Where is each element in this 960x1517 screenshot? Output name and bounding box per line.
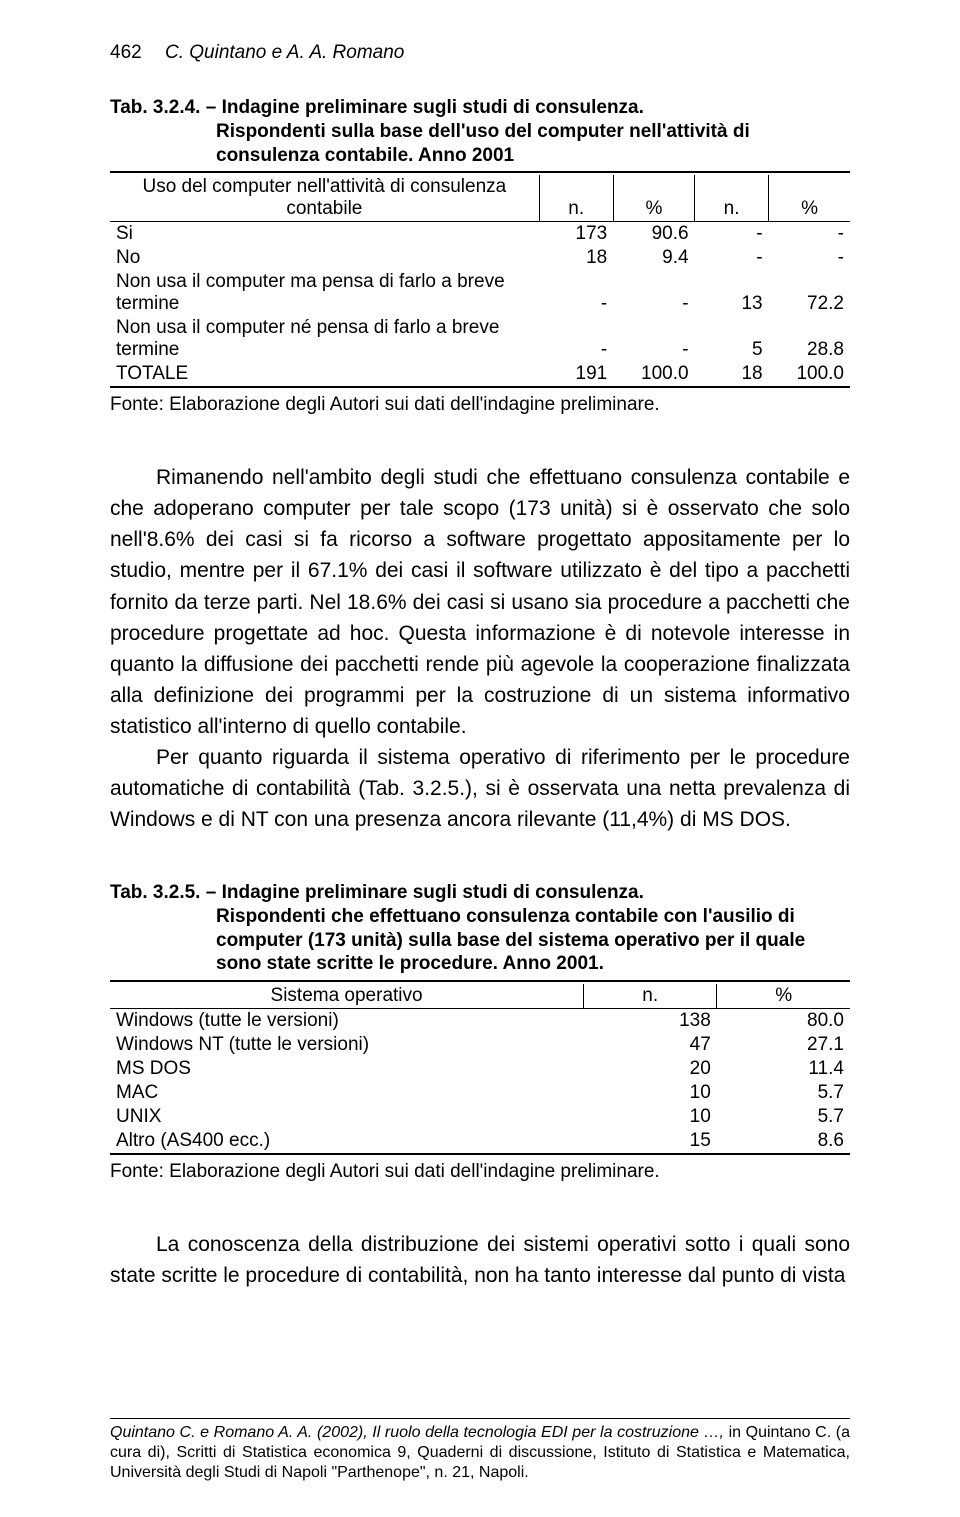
- cell: -: [769, 222, 850, 246]
- cell: 10: [584, 1081, 717, 1105]
- table-row: Non usa il computer ma pensa di farlo a …: [110, 270, 850, 316]
- row-label: Si: [110, 222, 539, 246]
- table1-title: Indagine preliminare sugli studi di cons…: [222, 97, 644, 118]
- table2-title: Indagine preliminare sugli studi di cons…: [222, 882, 644, 903]
- row-label: MS DOS: [110, 1057, 584, 1081]
- row-label: Altro (AS400 ecc.): [110, 1129, 584, 1153]
- table-row: Si17390.6--: [110, 222, 850, 246]
- table-row: MAC105.7: [110, 1081, 850, 1105]
- para-a1: Per quanto riguarda il sistema operativo…: [110, 742, 850, 835]
- table1-col-p2: %: [769, 175, 850, 221]
- cell: 27.1: [717, 1033, 850, 1057]
- cell: -: [695, 222, 769, 246]
- cell: -: [769, 246, 850, 270]
- cell: 18: [695, 362, 769, 386]
- table-row: Altro (AS400 ecc.)158.6: [110, 1129, 850, 1153]
- running-header: 462 C. Quintano e A. A. Romano: [110, 42, 850, 64]
- cell: 10: [584, 1105, 717, 1129]
- cell: 191: [539, 362, 613, 386]
- row-label: TOTALE: [110, 362, 539, 386]
- table1-header-row: Uso del computer nell'attività di consul…: [110, 175, 850, 221]
- footer-cite-a: Quintano C. e Romano A. A. (2002), Il ru…: [110, 1424, 724, 1441]
- table2-col-n: n.: [584, 984, 717, 1008]
- table2-col-p: %: [717, 984, 850, 1008]
- row-label: Windows (tutte le versioni): [110, 1009, 584, 1033]
- table2-header-row: Sistema operativo n. %: [110, 984, 850, 1008]
- table2: Sistema operativo n. % Windows (tutte le…: [110, 984, 850, 1153]
- cell: 13: [695, 270, 769, 316]
- para-a0: Rimanendo nell'ambito degli studi che ef…: [110, 462, 850, 742]
- row-label: No: [110, 246, 539, 270]
- page-number: 462: [110, 42, 142, 63]
- cell: 9.4: [613, 246, 694, 270]
- cell: 8.6: [717, 1129, 850, 1153]
- cell: 15: [584, 1129, 717, 1153]
- cell: -: [613, 270, 694, 316]
- table1-subtitle: Rispondenti sulla base dell'uso del comp…: [216, 121, 750, 166]
- table1-col-p1: %: [613, 175, 694, 221]
- table1-bottom-rule: [110, 386, 850, 388]
- cell: 47: [584, 1033, 717, 1057]
- cell: 28.8: [769, 316, 850, 362]
- cell: 100.0: [769, 362, 850, 386]
- table1-source: Fonte: Elaborazione degli Autori sui dat…: [110, 394, 850, 416]
- cell: 80.0: [717, 1009, 850, 1033]
- table2-caption: Tab. 3.2.5. – Indagine preliminare sugli…: [110, 881, 850, 976]
- row-label: Windows NT (tutte le versioni): [110, 1033, 584, 1057]
- cell: 5: [695, 316, 769, 362]
- cell: 173: [539, 222, 613, 246]
- table-row: No189.4--: [110, 246, 850, 270]
- table-row: Windows NT (tutte le versioni)4727.1: [110, 1033, 850, 1057]
- footer-cite-c: Scritti di Statistica economica 9, Quade…: [110, 1444, 850, 1481]
- page-footer: Quintano C. e Romano A. A. (2002), Il ru…: [110, 1418, 850, 1483]
- cell: -: [539, 316, 613, 362]
- table-row: TOTALE191100.018100.0: [110, 362, 850, 386]
- row-label: MAC: [110, 1081, 584, 1105]
- table-row: MS DOS2011.4: [110, 1057, 850, 1081]
- cell: -: [695, 246, 769, 270]
- cell: 11.4: [717, 1057, 850, 1081]
- table1-caption: Tab. 3.2.4. – Indagine preliminare sugli…: [110, 96, 850, 167]
- cell: -: [613, 316, 694, 362]
- table2-bottom-rule: [110, 1153, 850, 1155]
- table2-source: Fonte: Elaborazione degli Autori sui dat…: [110, 1161, 850, 1183]
- row-label: Non usa il computer ma pensa di farlo a …: [110, 270, 539, 316]
- cell: -: [539, 270, 613, 316]
- cell: 18: [539, 246, 613, 270]
- header-authors: C. Quintano e A. A. Romano: [165, 42, 404, 63]
- cell: 20: [584, 1057, 717, 1081]
- page: 462 C. Quintano e A. A. Romano Tab. 3.2.…: [0, 0, 960, 1517]
- table1-top-rule: [110, 171, 850, 173]
- table2-top-rule: [110, 980, 850, 982]
- table-row: Non usa il computer né pensa di farlo a …: [110, 316, 850, 362]
- cell: 72.2: [769, 270, 850, 316]
- table-row: UNIX105.7: [110, 1105, 850, 1129]
- table1-col-n1: n.: [539, 175, 613, 221]
- table1: Uso del computer nell'attività di consul…: [110, 175, 850, 386]
- table-row: Windows (tutte le versioni)13880.0: [110, 1009, 850, 1033]
- row-label: UNIX: [110, 1105, 584, 1129]
- para-b0: La conoscenza della distribuzione dei si…: [110, 1229, 850, 1291]
- table2-colheader: Sistema operativo: [110, 984, 584, 1008]
- cell: 5.7: [717, 1105, 850, 1129]
- cell: 90.6: [613, 222, 694, 246]
- body-block-a: Rimanendo nell'ambito degli studi che ef…: [110, 462, 850, 835]
- row-label: Non usa il computer né pensa di farlo a …: [110, 316, 539, 362]
- table1-label: Tab. 3.2.4. –: [110, 97, 216, 118]
- cell: 138: [584, 1009, 717, 1033]
- cell: 100.0: [613, 362, 694, 386]
- table2-subtitle: Rispondenti che effettuano consulenza co…: [216, 906, 805, 975]
- table1-col-n2: n.: [695, 175, 769, 221]
- table1-colheader: Uso del computer nell'attività di consul…: [110, 175, 539, 221]
- table2-label: Tab. 3.2.5. –: [110, 882, 216, 903]
- cell: 5.7: [717, 1081, 850, 1105]
- body-block-b: La conoscenza della distribuzione dei si…: [110, 1229, 850, 1291]
